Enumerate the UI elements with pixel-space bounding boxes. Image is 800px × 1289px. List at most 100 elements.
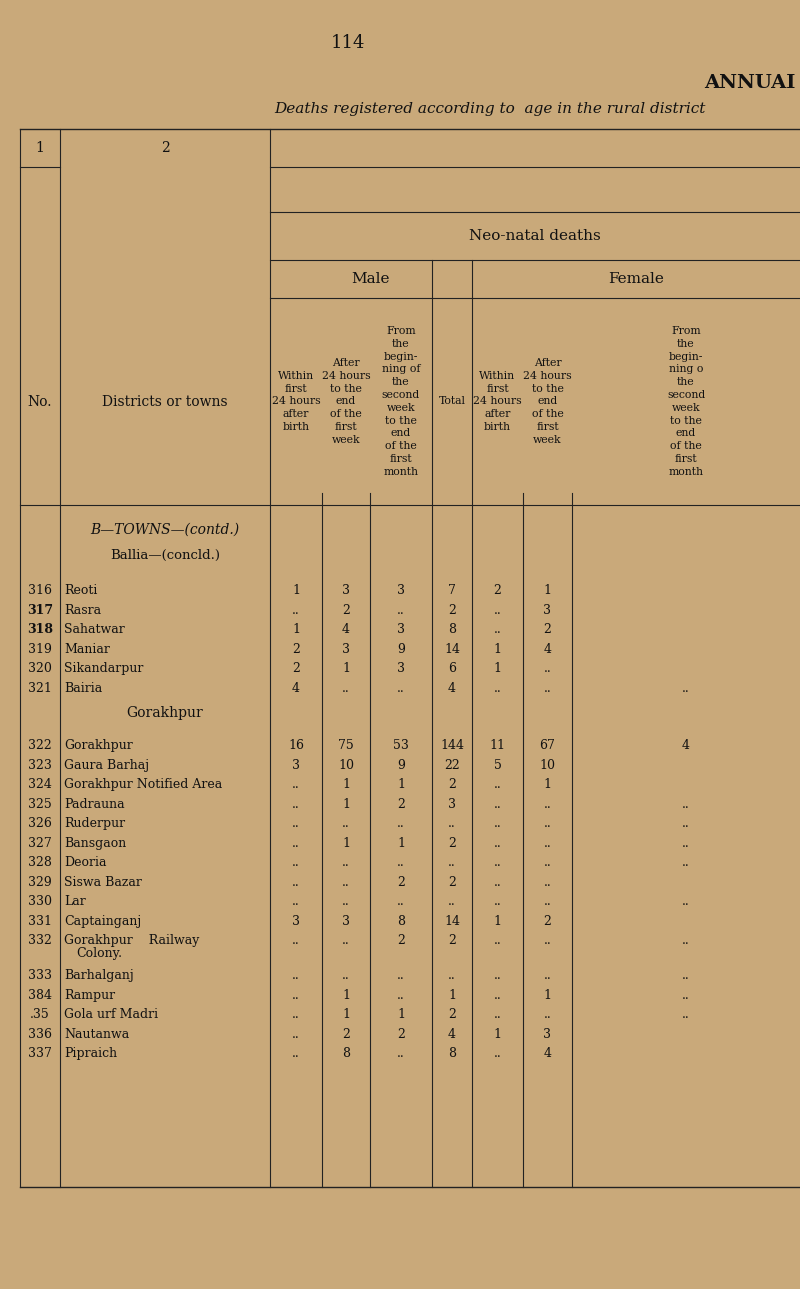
Text: ..: .. (494, 875, 502, 888)
Text: 3: 3 (543, 603, 551, 616)
Text: Female: Female (608, 272, 664, 286)
Text: ..: .. (342, 935, 350, 947)
Text: 114: 114 (331, 34, 365, 52)
Text: Gorakhpur Notified Area: Gorakhpur Notified Area (64, 779, 222, 791)
Text: Ruderpur: Ruderpur (64, 817, 125, 830)
Text: 2: 2 (292, 643, 300, 656)
Text: ..: .. (292, 1048, 300, 1061)
Text: 3: 3 (448, 798, 456, 811)
Text: Nautanwa: Nautanwa (64, 1027, 130, 1040)
Text: 67: 67 (539, 740, 555, 753)
Text: 317: 317 (27, 603, 53, 616)
Text: ..: .. (544, 875, 551, 888)
Text: 329: 329 (28, 875, 52, 888)
Text: ..: .. (292, 875, 300, 888)
Text: 4: 4 (682, 740, 690, 753)
Text: 22: 22 (444, 759, 460, 772)
Text: ..: .. (292, 779, 300, 791)
Text: Maniar: Maniar (64, 643, 110, 656)
Text: Gola urf Madri: Gola urf Madri (64, 1008, 158, 1021)
Text: 1: 1 (342, 779, 350, 791)
Text: After
24 hours
to the
end
of the
first
week: After 24 hours to the end of the first w… (523, 358, 572, 445)
Text: Districts or towns: Districts or towns (102, 394, 228, 409)
Text: ..: .. (342, 682, 350, 695)
Text: 1: 1 (448, 989, 456, 1002)
Text: 2: 2 (448, 1008, 456, 1021)
Text: 2: 2 (448, 603, 456, 616)
Text: ..: .. (682, 935, 690, 947)
Text: 2: 2 (543, 915, 551, 928)
Text: ..: .. (292, 798, 300, 811)
Text: ..: .. (494, 817, 502, 830)
Text: ..: .. (494, 1008, 502, 1021)
Text: 4: 4 (543, 643, 551, 656)
Text: 321: 321 (28, 682, 52, 695)
Text: 2: 2 (397, 798, 405, 811)
Text: ..: .. (448, 969, 456, 982)
Text: ANNUAI: ANNUAI (704, 73, 795, 92)
Text: From
the
begin-
ning o
the
second
week
to the
end
of the
first
month: From the begin- ning o the second week t… (667, 326, 705, 477)
Text: 1: 1 (397, 1008, 405, 1021)
Text: 3: 3 (543, 1027, 551, 1040)
Text: Pipraich: Pipraich (64, 1048, 117, 1061)
Text: 1: 1 (342, 1008, 350, 1021)
Text: 2: 2 (448, 875, 456, 888)
Text: Gorakhpur: Gorakhpur (64, 740, 133, 753)
Text: ..: .. (494, 624, 502, 637)
Text: 6: 6 (448, 663, 456, 675)
Text: ..: .. (292, 856, 300, 869)
Text: Rasra: Rasra (64, 603, 101, 616)
Text: Gaura Barhaj: Gaura Barhaj (64, 759, 149, 772)
Text: Bansgaon: Bansgaon (64, 837, 126, 849)
Text: ..: .. (397, 1048, 405, 1061)
Text: ..: .. (292, 817, 300, 830)
Text: 3: 3 (342, 643, 350, 656)
Text: 1: 1 (494, 663, 502, 675)
Text: Deaths registered according to  age in the rural district: Deaths registered according to age in th… (274, 102, 706, 116)
Text: 1: 1 (292, 624, 300, 637)
Text: ..: .. (544, 817, 551, 830)
Text: ..: .. (682, 989, 690, 1002)
Text: 318: 318 (27, 624, 53, 637)
Text: 2: 2 (397, 935, 405, 947)
Text: ..: .. (292, 989, 300, 1002)
Text: ..: .. (292, 969, 300, 982)
Text: 1: 1 (292, 584, 300, 597)
Text: 8: 8 (342, 1048, 350, 1061)
Text: 3: 3 (397, 624, 405, 637)
Text: ..: .. (397, 603, 405, 616)
Text: Sikandarpur: Sikandarpur (64, 663, 143, 675)
Text: Bairia: Bairia (64, 682, 102, 695)
Text: 2: 2 (448, 779, 456, 791)
Text: 2: 2 (448, 837, 456, 849)
Text: 4: 4 (292, 682, 300, 695)
Text: 2: 2 (342, 1027, 350, 1040)
Text: ..: .. (682, 1008, 690, 1021)
Text: 1: 1 (494, 643, 502, 656)
Text: ..: .. (292, 935, 300, 947)
Text: Gorakhpur    Railway: Gorakhpur Railway (64, 935, 199, 947)
Text: ..: .. (544, 896, 551, 909)
Text: 322: 322 (28, 740, 52, 753)
Text: 1: 1 (342, 798, 350, 811)
Text: Within
first
24 hours
after
birth: Within first 24 hours after birth (272, 371, 320, 432)
Text: Reoti: Reoti (64, 584, 98, 597)
Text: 1: 1 (35, 141, 45, 155)
Text: 1: 1 (543, 584, 551, 597)
Text: Ballia—(concld.): Ballia—(concld.) (110, 549, 220, 562)
Text: Within
first
24 hours
after
birth: Within first 24 hours after birth (473, 371, 522, 432)
Text: 4: 4 (448, 682, 456, 695)
Text: Male: Male (352, 272, 390, 286)
Text: 7: 7 (448, 584, 456, 597)
Text: 328: 328 (28, 856, 52, 869)
Text: ..: .. (292, 837, 300, 849)
Text: 2: 2 (543, 624, 551, 637)
Text: ..: .. (494, 603, 502, 616)
Text: ..: .. (292, 896, 300, 909)
Text: ..: .. (682, 798, 690, 811)
Text: 9: 9 (397, 643, 405, 656)
Text: ..: .. (342, 969, 350, 982)
Text: 1: 1 (342, 989, 350, 1002)
Text: Padrauna: Padrauna (64, 798, 125, 811)
Text: ..: .. (448, 896, 456, 909)
